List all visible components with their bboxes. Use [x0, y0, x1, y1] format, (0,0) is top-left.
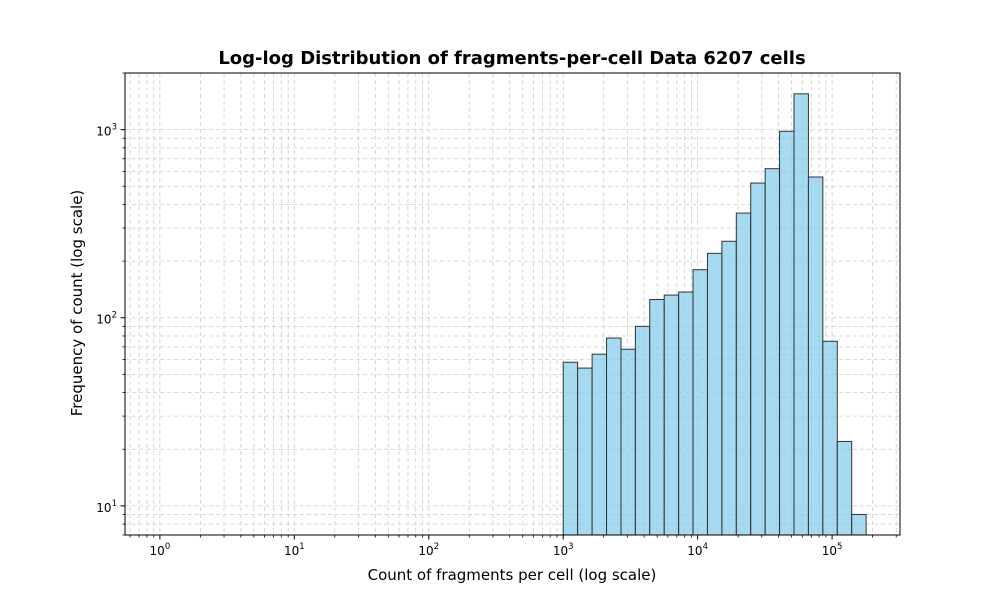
y-tick-label: 101: [96, 499, 117, 515]
y-axis-label: Frequency of count (log scale): [68, 190, 86, 417]
x-tick-label: 102: [418, 542, 439, 558]
histogram-bar: [793, 93, 809, 536]
histogram-bar: [692, 269, 708, 536]
x-tick-label: 104: [687, 542, 708, 558]
chart-title: Log-log Distribution of fragments-per-ce…: [218, 48, 805, 69]
histogram-bar: [851, 513, 867, 536]
axis-ticks: 100 101 102 103 104 105 101 102 103: [96, 72, 897, 558]
histogram-bar: [634, 325, 651, 536]
y-tick-label: 103: [96, 123, 117, 139]
x-axis-label: Count of fragments per cell (log scale): [368, 566, 657, 584]
histogram-bar: [649, 299, 665, 536]
histogram-bar: [678, 291, 694, 536]
histogram-bar: [706, 252, 723, 536]
histogram-bar: [620, 348, 636, 536]
histogram-bar: [562, 361, 579, 536]
histogram-bar: [606, 337, 622, 536]
y-tick-label: 102: [96, 311, 117, 327]
x-tick-label: 100: [150, 542, 171, 558]
histogram-bar: [822, 340, 838, 536]
x-tick-label: 105: [822, 542, 843, 558]
x-tick-label: 103: [553, 542, 574, 558]
histogram-bar: [735, 212, 752, 536]
histogram-bar: [764, 168, 781, 536]
histogram-bar: [779, 130, 795, 536]
histogram-bar: [750, 182, 766, 536]
histogram-bar: [807, 176, 824, 536]
histogram-bar: [721, 240, 737, 536]
histogram-bar: [663, 294, 680, 536]
histogram-bar: [836, 440, 853, 536]
histogram-bar: [577, 367, 593, 536]
histogram-bar: [591, 353, 608, 536]
x-tick-label: 101: [284, 542, 305, 558]
plot-frame: [124, 72, 901, 536]
